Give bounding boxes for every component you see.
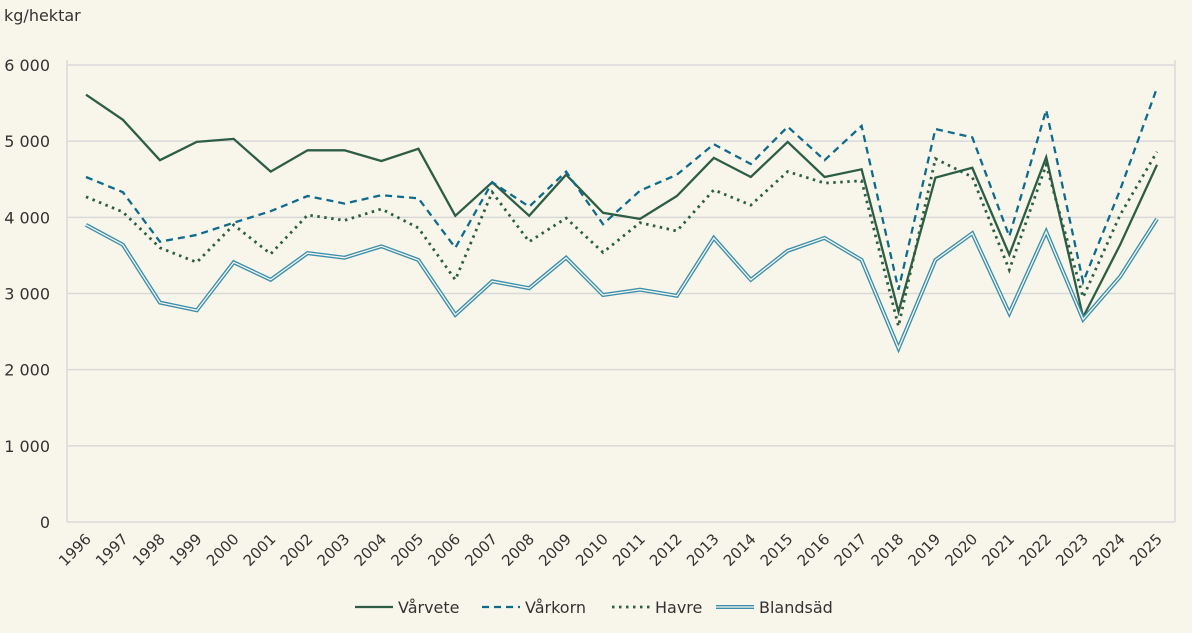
x-tick-label: 2019 [905,530,945,570]
legend-vårkorn-label: Vårkorn [525,598,586,617]
y-tick-label: 5 000 [4,132,50,151]
x-tick-label: 2010 [572,530,612,570]
x-tick-label: 2012 [646,530,686,570]
series-lines [85,87,1159,354]
x-tick-label: 2020 [941,530,981,570]
x-tick-label: 2017 [831,530,871,570]
x-tick-label: 1996 [55,530,95,570]
x-tick-label: 2025 [1126,530,1166,570]
x-tick-label: 2013 [683,530,723,570]
x-tick-label: 2000 [203,530,243,570]
x-tick-label: 2002 [277,530,317,570]
x-tick-label: 2011 [609,530,649,570]
legend: Vårvete Vårkorn Havre Blandsäd [355,598,833,617]
legend-blandsäd-label: Blandsäd [759,598,833,617]
y-axis-label: kg/hektar [4,6,81,25]
x-tick-label: 2005 [387,530,427,570]
y-tick-label: 4 000 [4,208,50,227]
x-tick-label: 2018 [868,530,908,570]
x-tick-label: 1998 [129,530,169,570]
x-tick-label: 1997 [92,530,132,570]
x-tick-label: 2015 [757,530,797,570]
series-vårvete-line [85,93,1159,321]
x-tick-label: 2007 [461,530,501,570]
y-tick-label: 2 000 [4,361,50,380]
x-tick-label: 2024 [1089,530,1129,570]
x-tick-label: 2001 [240,530,280,570]
x-tick-label: 2016 [794,530,834,570]
x-tick-label: 2023 [1052,530,1092,570]
y-tick-label: 0 [40,513,50,532]
legend-havre-label: Havre [655,598,702,617]
series-havre-line [85,151,1159,327]
y-tick-label: 3 000 [4,285,50,304]
y-tick-label: 1 000 [4,437,50,456]
y-tick-labels: 0 1 000 2 000 3 000 4 000 5 000 6 000 [4,56,50,532]
legend-vårvete-label: Vårvete [398,598,460,617]
x-tick-label: 2003 [314,530,354,570]
x-tick-label: 2006 [424,530,464,570]
x-tick-label: 2022 [1015,530,1055,570]
x-tick-label: 2004 [351,530,391,570]
y-tick-label: 6 000 [4,56,50,75]
x-tick-label: 2008 [498,530,538,570]
series-blandsäd-inner [85,218,1158,350]
x-tick-label: 2021 [978,530,1018,570]
series-vårkorn-line [85,87,1159,290]
x-tick-label: 2009 [535,530,575,570]
x-tick-labels: 1996199719981999200020012002200320042005… [55,530,1166,570]
x-tick-label: 2014 [720,530,760,570]
x-tick-label: 1999 [166,530,206,570]
